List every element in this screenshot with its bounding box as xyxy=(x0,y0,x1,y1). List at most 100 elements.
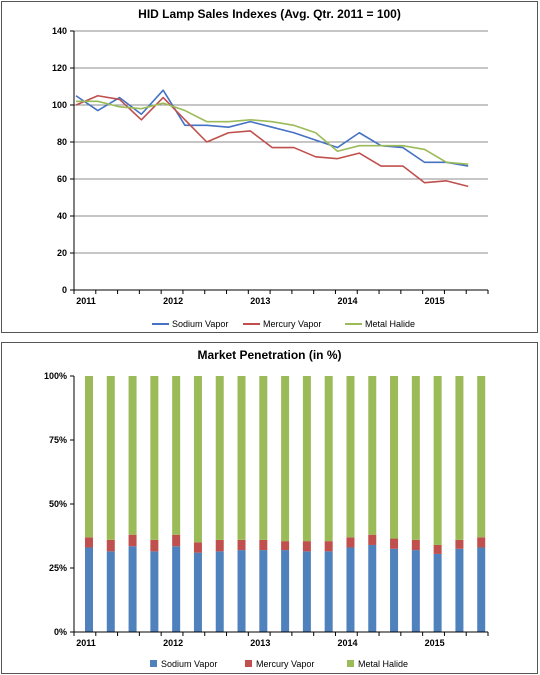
bar-segment-metal-halide xyxy=(85,376,93,538)
series-line-metal-halide xyxy=(76,100,469,165)
bar-segment-mercury-vapor xyxy=(215,539,224,552)
bar-segment-sodium-vapor xyxy=(172,546,181,632)
bar-segment-sodium-vapor xyxy=(85,547,93,632)
bar-segment-metal-halide xyxy=(346,376,355,538)
y-tick-label: 80 xyxy=(57,137,67,147)
bar-segment-metal-halide xyxy=(193,376,202,543)
bar-segment-sodium-vapor xyxy=(455,548,464,632)
x-tick-label: 2014 xyxy=(337,638,357,648)
sales-index-line-chart: 0 20 40 60 80 100 120 140 2011 2012 2013 2014 2015 So… xyxy=(52,26,489,329)
bar-segment-metal-halide xyxy=(433,376,442,545)
bar-segment-sodium-vapor xyxy=(259,550,268,632)
legend-entry-metal-halide: Metal Halide xyxy=(345,319,415,329)
x-tick-label: 2015 xyxy=(425,638,445,648)
bar-segment-sodium-vapor xyxy=(281,550,290,632)
bar-segment-metal-halide xyxy=(390,376,399,539)
bar-segment-metal-halide xyxy=(215,376,224,540)
bar-segment-sodium-vapor xyxy=(106,551,115,632)
bar-segment-mercury-vapor xyxy=(346,537,355,548)
legend-entry-mercury-vapor: Mercury Vapor xyxy=(243,319,321,329)
bar-segment-mercury-vapor xyxy=(85,537,93,548)
bar-segment-mercury-vapor xyxy=(259,539,268,551)
y-tick-label: 50% xyxy=(49,499,67,509)
bar-segment-mercury-vapor xyxy=(128,534,137,547)
bar-segment-sodium-vapor xyxy=(215,551,224,632)
bar-segment-metal-halide xyxy=(411,376,420,540)
bar-segment-metal-halide xyxy=(455,376,464,540)
x-tick-label: 2014 xyxy=(337,296,357,306)
bar-segment-metal-halide xyxy=(172,376,181,535)
bar-segment-sodium-vapor xyxy=(150,551,159,632)
bar-segment-metal-halide xyxy=(477,376,486,538)
legend-label: Metal Halide xyxy=(365,319,415,329)
x-tick-label: 2013 xyxy=(250,296,270,306)
y-tick-label: 60 xyxy=(57,174,67,184)
legend-label: Sodium Vapor xyxy=(161,659,217,669)
bar-segment-metal-halide xyxy=(237,376,246,540)
bar-segment-metal-halide xyxy=(106,376,115,540)
bar-segment-mercury-vapor xyxy=(390,538,399,549)
bar-segment-mercury-vapor xyxy=(193,542,202,553)
y-tick-label: 100 xyxy=(52,100,67,110)
y-tick-label: 40 xyxy=(57,211,67,221)
bar-segment-mercury-vapor xyxy=(302,541,311,552)
x-tick-label: 2013 xyxy=(250,638,270,648)
bar-segment-mercury-vapor xyxy=(433,544,442,554)
y-tick-label: 25% xyxy=(49,563,67,573)
x-tick-label: 2012 xyxy=(163,638,183,648)
y-tick-label: 75% xyxy=(49,435,67,445)
legend-label: Mercury Vapor xyxy=(263,319,321,329)
bar-segment-sodium-vapor xyxy=(324,551,333,632)
x-tick-label: 2012 xyxy=(163,296,183,306)
bar-segment-sodium-vapor xyxy=(390,548,399,632)
bar-segment-metal-halide xyxy=(259,376,268,540)
legend-swatch xyxy=(347,660,354,667)
bar-segment-sodium-vapor xyxy=(477,547,486,632)
legend-label: Metal Halide xyxy=(358,659,408,669)
market-penetration-stacked-bar-chart: 0% 25% 50% 75% 100% 2011 2012 2013 2014 2015 Sodiu… xyxy=(44,371,489,669)
bar-segment-mercury-vapor xyxy=(150,539,159,552)
y-tick-label: 20 xyxy=(57,248,67,258)
legend-entry-sodium-vapor: Sodium Vapor xyxy=(150,659,217,669)
bar-segment-mercury-vapor xyxy=(281,541,290,551)
bar-segment-mercury-vapor xyxy=(477,537,486,548)
x-tick-label: 2015 xyxy=(425,296,445,306)
x-tick-label: 2011 xyxy=(76,638,96,648)
legend-entry-sodium-vapor: Sodium Vapor xyxy=(152,319,228,329)
bar-segment-sodium-vapor xyxy=(433,553,442,632)
market-penetration-chart-title: Market Penetration (in %) xyxy=(197,348,342,362)
legend-swatch xyxy=(150,660,157,667)
bar-segment-metal-halide xyxy=(302,376,311,542)
bar-segment-sodium-vapor xyxy=(346,547,355,632)
sales-index-chart-panel: HID Lamp Sales Indexes (Avg. Qtr. 2011 =… xyxy=(1,1,538,333)
bar-segment-sodium-vapor xyxy=(128,546,137,632)
bar-segment-sodium-vapor xyxy=(237,550,246,632)
y-tick-label: 0% xyxy=(54,627,67,637)
legend-swatch xyxy=(245,660,252,667)
bar-segment-metal-halide xyxy=(368,376,377,535)
bar-segment-mercury-vapor xyxy=(455,539,464,549)
legend-label: Mercury Vapor xyxy=(256,659,314,669)
bar-segment-sodium-vapor xyxy=(302,551,311,632)
series-line-mercury-vapor xyxy=(75,94,469,188)
bar-segment-metal-halide xyxy=(281,376,290,542)
legend-label: Sodium Vapor xyxy=(172,319,228,329)
bar-segment-mercury-vapor xyxy=(106,539,115,552)
bar-segment-mercury-vapor xyxy=(324,541,333,552)
y-tick-label: 0 xyxy=(62,285,67,295)
bar-segment-sodium-vapor xyxy=(193,552,202,632)
series-line-sodium-vapor xyxy=(75,89,469,167)
legend-entry-metal-halide: Metal Halide xyxy=(347,659,408,669)
bar-segment-mercury-vapor xyxy=(237,539,246,551)
x-tick-label: 2011 xyxy=(76,296,96,306)
bar-segment-mercury-vapor xyxy=(368,534,377,545)
y-tick-label: 140 xyxy=(52,26,67,36)
bar-segment-sodium-vapor xyxy=(411,550,420,632)
sales-index-chart-title: HID Lamp Sales Indexes (Avg. Qtr. 2011 =… xyxy=(138,7,401,21)
y-tick-label: 120 xyxy=(52,63,67,73)
bar-segment-metal-halide xyxy=(324,376,333,542)
market-penetration-chart-panel: Market Penetration (in %) 0% 25% 50% 75% 100… xyxy=(1,342,538,674)
bar-segment-metal-halide xyxy=(128,376,137,535)
bar-segment-sodium-vapor xyxy=(368,544,377,632)
y-tick-label: 100% xyxy=(44,371,67,381)
